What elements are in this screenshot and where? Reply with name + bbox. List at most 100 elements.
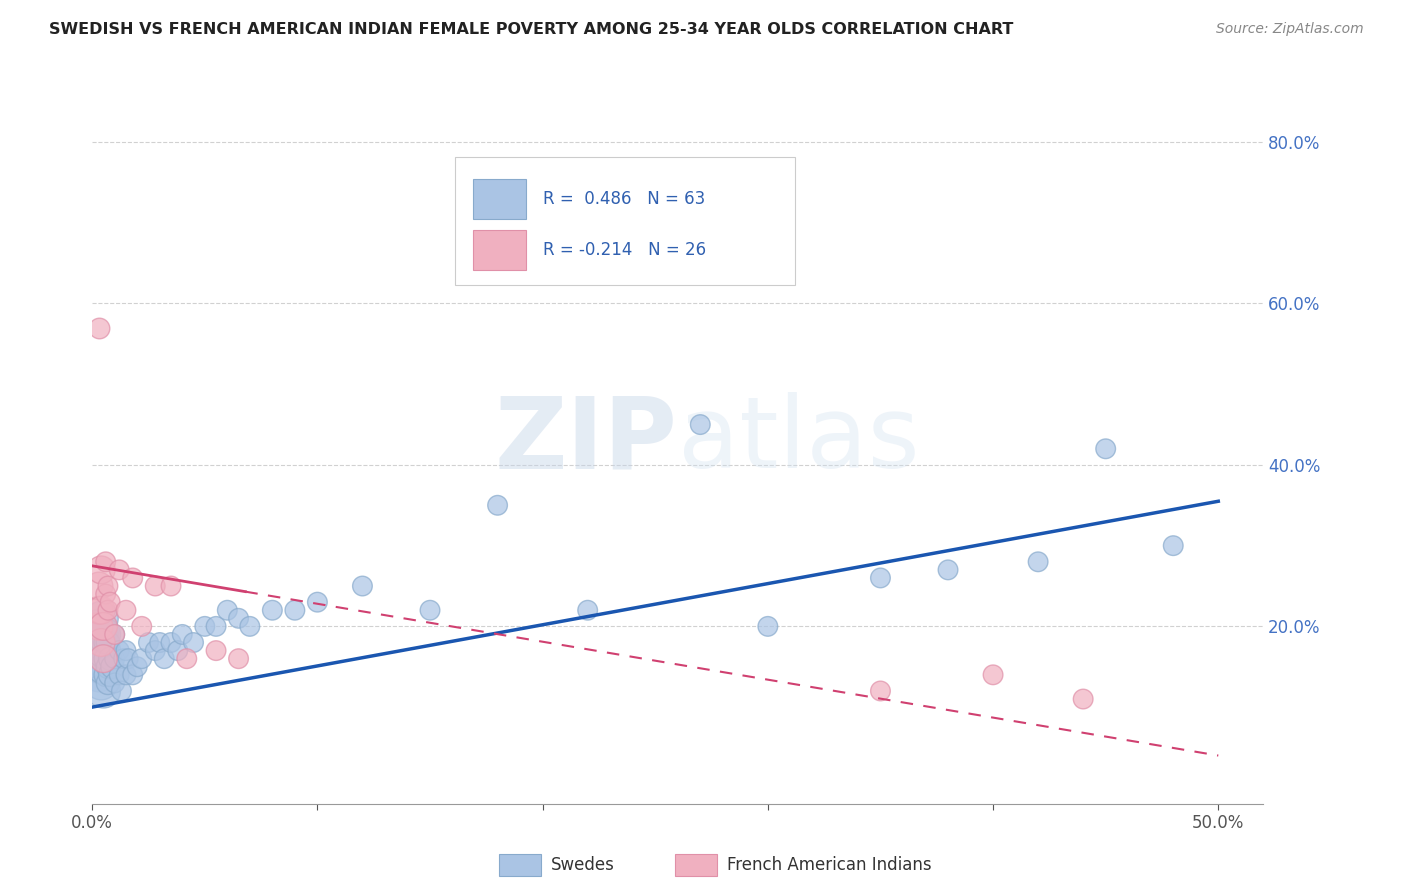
Point	[689, 417, 711, 432]
Text: ZIP: ZIP	[495, 392, 678, 489]
Point	[94, 555, 117, 569]
Point	[262, 603, 284, 617]
Point	[93, 684, 115, 698]
Point	[94, 651, 117, 665]
Point	[87, 668, 110, 682]
Point	[108, 643, 131, 657]
Point	[94, 668, 117, 682]
FancyBboxPatch shape	[472, 230, 526, 270]
Point	[205, 619, 228, 633]
Point	[115, 603, 138, 617]
Point	[87, 579, 110, 593]
Point	[90, 563, 112, 577]
Point	[101, 659, 124, 673]
Point	[1026, 555, 1049, 569]
Point	[87, 651, 110, 665]
Point	[131, 651, 153, 665]
Point	[153, 651, 176, 665]
FancyBboxPatch shape	[472, 179, 526, 219]
Point	[166, 643, 188, 657]
Point	[112, 651, 135, 665]
FancyBboxPatch shape	[456, 157, 794, 285]
Point	[87, 635, 110, 649]
Point	[307, 595, 329, 609]
Point	[149, 635, 172, 649]
Point	[87, 320, 110, 334]
Text: Source: ZipAtlas.com: Source: ZipAtlas.com	[1216, 22, 1364, 37]
Point	[115, 643, 138, 657]
Point	[228, 611, 250, 625]
Point	[239, 619, 262, 633]
Point	[143, 643, 166, 657]
Point	[93, 651, 115, 665]
Point	[87, 643, 110, 657]
Point	[115, 668, 138, 682]
Point	[104, 627, 127, 641]
Point	[131, 619, 153, 633]
Point	[93, 659, 115, 673]
Point	[93, 619, 115, 633]
Point	[228, 651, 250, 665]
Point	[108, 563, 131, 577]
Point	[127, 659, 149, 673]
Point	[352, 579, 374, 593]
Point	[486, 498, 509, 512]
Point	[104, 676, 127, 690]
Point	[97, 603, 120, 617]
Point	[121, 571, 143, 585]
Point	[90, 611, 112, 625]
Point	[97, 676, 120, 690]
Point	[756, 619, 779, 633]
Point	[97, 579, 120, 593]
Text: SWEDISH VS FRENCH AMERICAN INDIAN FEMALE POVERTY AMONG 25-34 YEAR OLDS CORRELATI: SWEDISH VS FRENCH AMERICAN INDIAN FEMALE…	[49, 22, 1014, 37]
Point	[160, 579, 183, 593]
Point	[108, 668, 131, 682]
Point	[1161, 539, 1184, 553]
Point	[284, 603, 307, 617]
Point	[90, 659, 112, 673]
Point	[104, 651, 127, 665]
Text: R = -0.214   N = 26: R = -0.214 N = 26	[543, 242, 706, 260]
Point	[419, 603, 441, 617]
Point	[194, 619, 217, 633]
Point	[98, 668, 121, 682]
Point	[176, 651, 198, 665]
Point	[94, 587, 117, 601]
Point	[576, 603, 599, 617]
Point	[87, 619, 110, 633]
Point	[90, 603, 112, 617]
Point	[981, 668, 1004, 682]
Point	[87, 603, 110, 617]
Point	[110, 684, 132, 698]
Point	[98, 595, 121, 609]
Point	[1071, 692, 1094, 706]
Point	[117, 651, 139, 665]
Point	[90, 635, 112, 649]
Point	[93, 643, 115, 657]
Point	[94, 635, 117, 649]
Point	[87, 619, 110, 633]
Point	[160, 635, 183, 649]
Point	[205, 643, 228, 657]
Text: atlas: atlas	[678, 392, 920, 489]
Point	[98, 651, 121, 665]
Point	[93, 627, 115, 641]
Point	[104, 627, 127, 641]
Point	[217, 603, 239, 617]
Point	[138, 635, 160, 649]
Point	[1094, 442, 1116, 456]
Point	[183, 635, 205, 649]
Point	[869, 571, 891, 585]
Point	[90, 643, 112, 657]
Text: R =  0.486   N = 63: R = 0.486 N = 63	[543, 191, 706, 209]
Point	[97, 659, 120, 673]
Point	[90, 627, 112, 641]
Point	[90, 676, 112, 690]
Point	[172, 627, 194, 641]
Point	[936, 563, 959, 577]
Point	[121, 668, 143, 682]
Text: French American Indians: French American Indians	[727, 856, 932, 874]
Point	[869, 684, 891, 698]
Point	[143, 579, 166, 593]
Point	[97, 635, 120, 649]
